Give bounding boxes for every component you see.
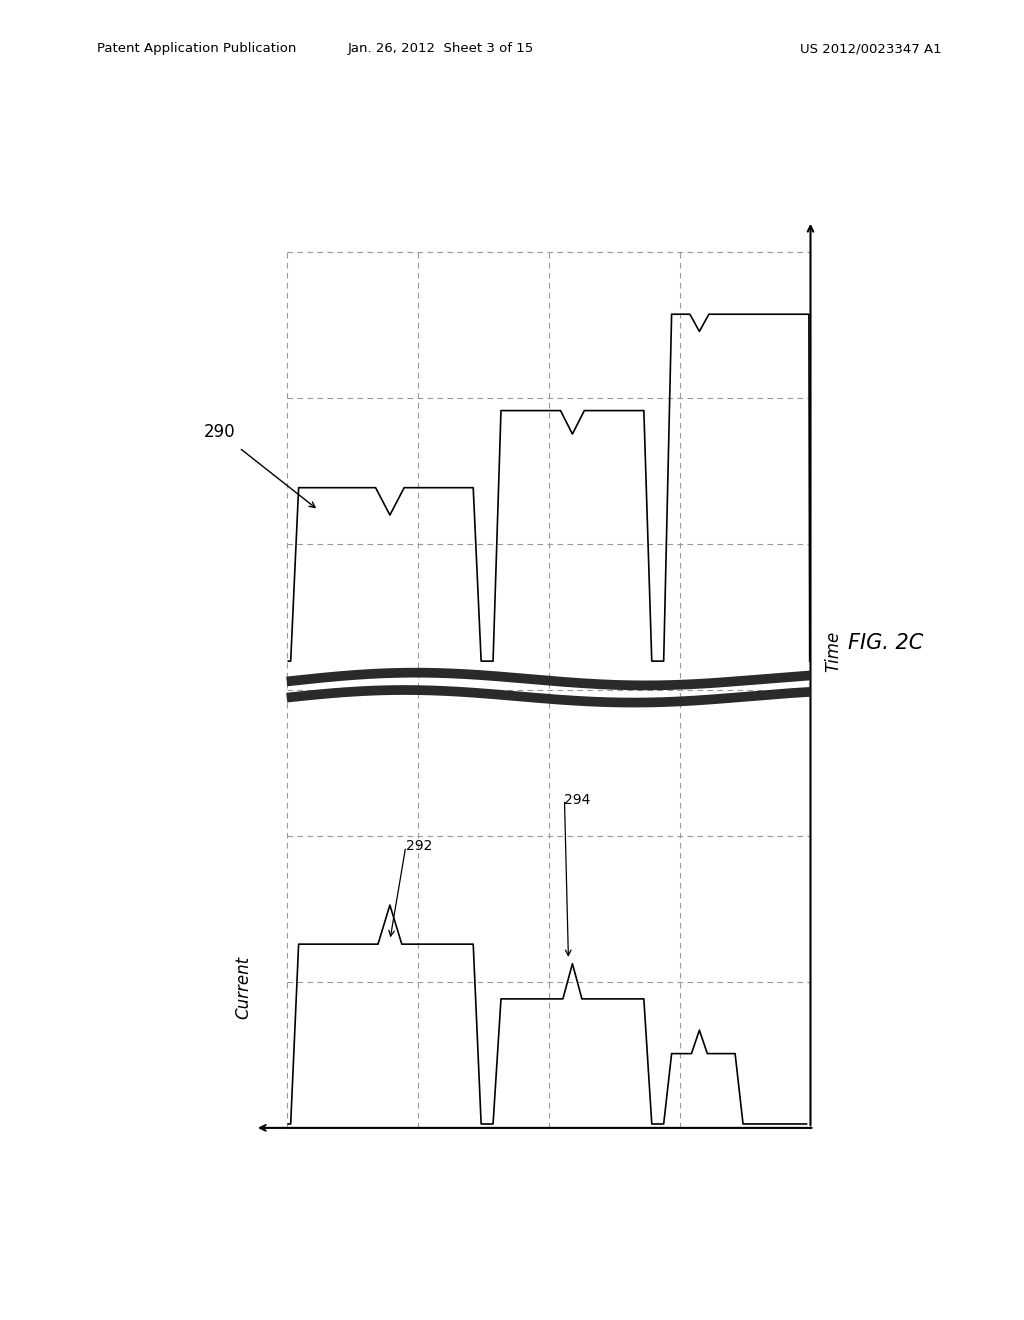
Text: FIG. 2C: FIG. 2C (848, 634, 924, 653)
Text: Time: Time (824, 631, 843, 672)
Text: US 2012/0023347 A1: US 2012/0023347 A1 (801, 42, 942, 55)
Text: 294: 294 (564, 792, 591, 807)
Text: 290: 290 (204, 422, 236, 441)
Text: 292: 292 (406, 840, 432, 854)
Text: Jan. 26, 2012  Sheet 3 of 15: Jan. 26, 2012 Sheet 3 of 15 (347, 42, 534, 55)
Text: Patent Application Publication: Patent Application Publication (97, 42, 297, 55)
Text: Current: Current (234, 956, 252, 1019)
